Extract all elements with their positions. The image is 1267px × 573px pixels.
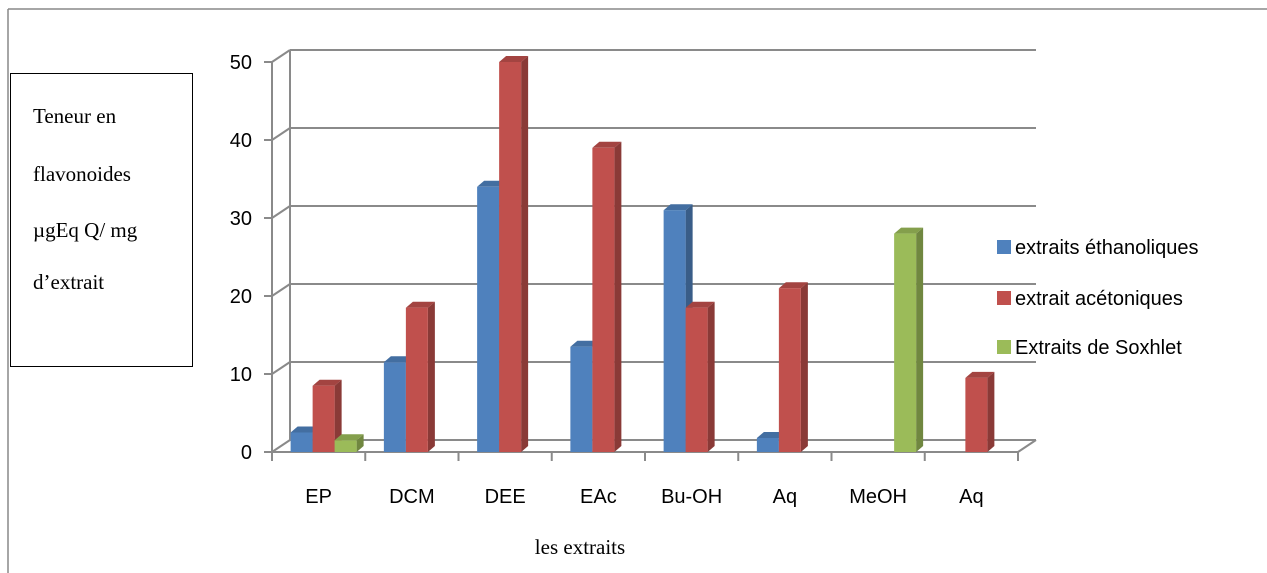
legend-label: extrait acétoniques <box>1015 288 1183 310</box>
bar-top <box>499 56 529 62</box>
y-axis-label-box: Teneur en flavonoides µgEq Q/ mg d’extra… <box>10 73 193 367</box>
y-axis-label-line-3: µgEq Q/ mg <box>33 218 138 242</box>
bar-side <box>707 301 715 452</box>
bar-front <box>334 440 357 452</box>
legend-label: extraits éthanoliques <box>1015 237 1198 259</box>
bar <box>405 301 435 452</box>
x-tick-label: DCM <box>389 486 435 508</box>
bar-top <box>405 301 435 308</box>
legend: extraits éthanoliques extrait acétoniques… <box>997 237 1198 359</box>
bar <box>965 371 995 452</box>
bar-top <box>334 434 364 441</box>
bar-side <box>521 56 529 452</box>
y-tick-label: 20 <box>230 286 252 308</box>
bar <box>334 434 364 452</box>
x-tick-label: EAc <box>580 486 617 508</box>
bar-side <box>987 371 995 452</box>
bar-front <box>383 362 406 452</box>
outer-frame-lines <box>7 8 1267 573</box>
y-axis-label-line-2: flavonoides <box>33 162 131 186</box>
bar <box>499 56 529 452</box>
y-axis-label-line-4: d’extrait <box>33 270 105 294</box>
bar-front <box>477 186 500 453</box>
x-tick-label: Aq <box>959 486 983 508</box>
gridline-depth <box>271 127 291 141</box>
gridline-depth <box>271 205 291 219</box>
bar-side <box>334 379 342 452</box>
x-tick-label: MeOH <box>849 486 907 508</box>
bar-top <box>778 282 808 289</box>
bar-front <box>499 62 522 452</box>
legend-item: extrait acétoniques <box>997 288 1183 310</box>
bar-top <box>685 301 715 308</box>
bar-top <box>756 431 786 438</box>
legend-swatch <box>997 240 1011 254</box>
bar-side <box>916 227 924 452</box>
bar-side <box>356 434 364 452</box>
y-tick-label: 0 <box>241 442 252 464</box>
bar-front <box>405 307 428 452</box>
y-tick-label: 40 <box>230 130 252 152</box>
gridline-depth <box>271 283 291 297</box>
bar-front <box>290 432 313 452</box>
bar <box>894 227 924 452</box>
gridline-depth <box>271 439 291 453</box>
bar <box>312 379 342 452</box>
bar-top <box>312 379 342 386</box>
x-axis-depth <box>1017 439 1037 453</box>
y-axis-label-line-1: Teneur en <box>33 104 117 128</box>
bars <box>290 56 995 453</box>
bar-top <box>290 426 320 433</box>
x-tick-label: DEE <box>485 486 526 508</box>
bar-front <box>312 385 335 452</box>
bar-side <box>614 141 622 453</box>
bar-front <box>570 346 593 452</box>
bar-front <box>894 233 917 452</box>
bar-top <box>570 340 600 347</box>
legend-item: Extraits de Soxhlet <box>997 337 1182 359</box>
bar-front <box>685 307 708 452</box>
legend-swatch <box>997 291 1011 305</box>
bar-front <box>778 288 801 452</box>
bar-top <box>663 204 693 211</box>
bar-top <box>965 371 995 378</box>
bar-front <box>592 147 615 453</box>
y-tick-label: 50 <box>230 52 252 74</box>
bar-side <box>800 282 808 452</box>
bar-front <box>965 377 988 452</box>
bar-front <box>663 210 686 452</box>
legend-item: extraits éthanoliques <box>997 237 1198 259</box>
bar <box>592 141 622 453</box>
gridline-depth <box>271 361 291 375</box>
legend-swatch <box>997 340 1011 354</box>
bar-top <box>477 180 507 187</box>
bar <box>685 301 715 452</box>
y-tick-label: 10 <box>230 364 252 386</box>
legend-label: Extraits de Soxhlet <box>1015 337 1182 359</box>
y-tick-labels: 0 10 20 30 40 50 <box>230 52 252 464</box>
bar <box>778 282 808 452</box>
x-tick-labels: EP DCM DEE EAc Bu-OH Aq MeOH Aq <box>305 486 983 508</box>
x-tick-label: Bu-OH <box>661 486 722 508</box>
bar-top <box>894 227 924 234</box>
bar-side <box>427 301 435 452</box>
x-axis-label: les extraits <box>535 535 625 559</box>
x-tick-label: Aq <box>773 486 797 508</box>
x-tick-label: EP <box>305 486 332 508</box>
bar-front <box>756 437 779 452</box>
y-tick-label: 30 <box>230 208 252 230</box>
bar-top <box>592 141 622 148</box>
gridline-depth <box>271 49 291 63</box>
bar-top <box>383 356 413 363</box>
